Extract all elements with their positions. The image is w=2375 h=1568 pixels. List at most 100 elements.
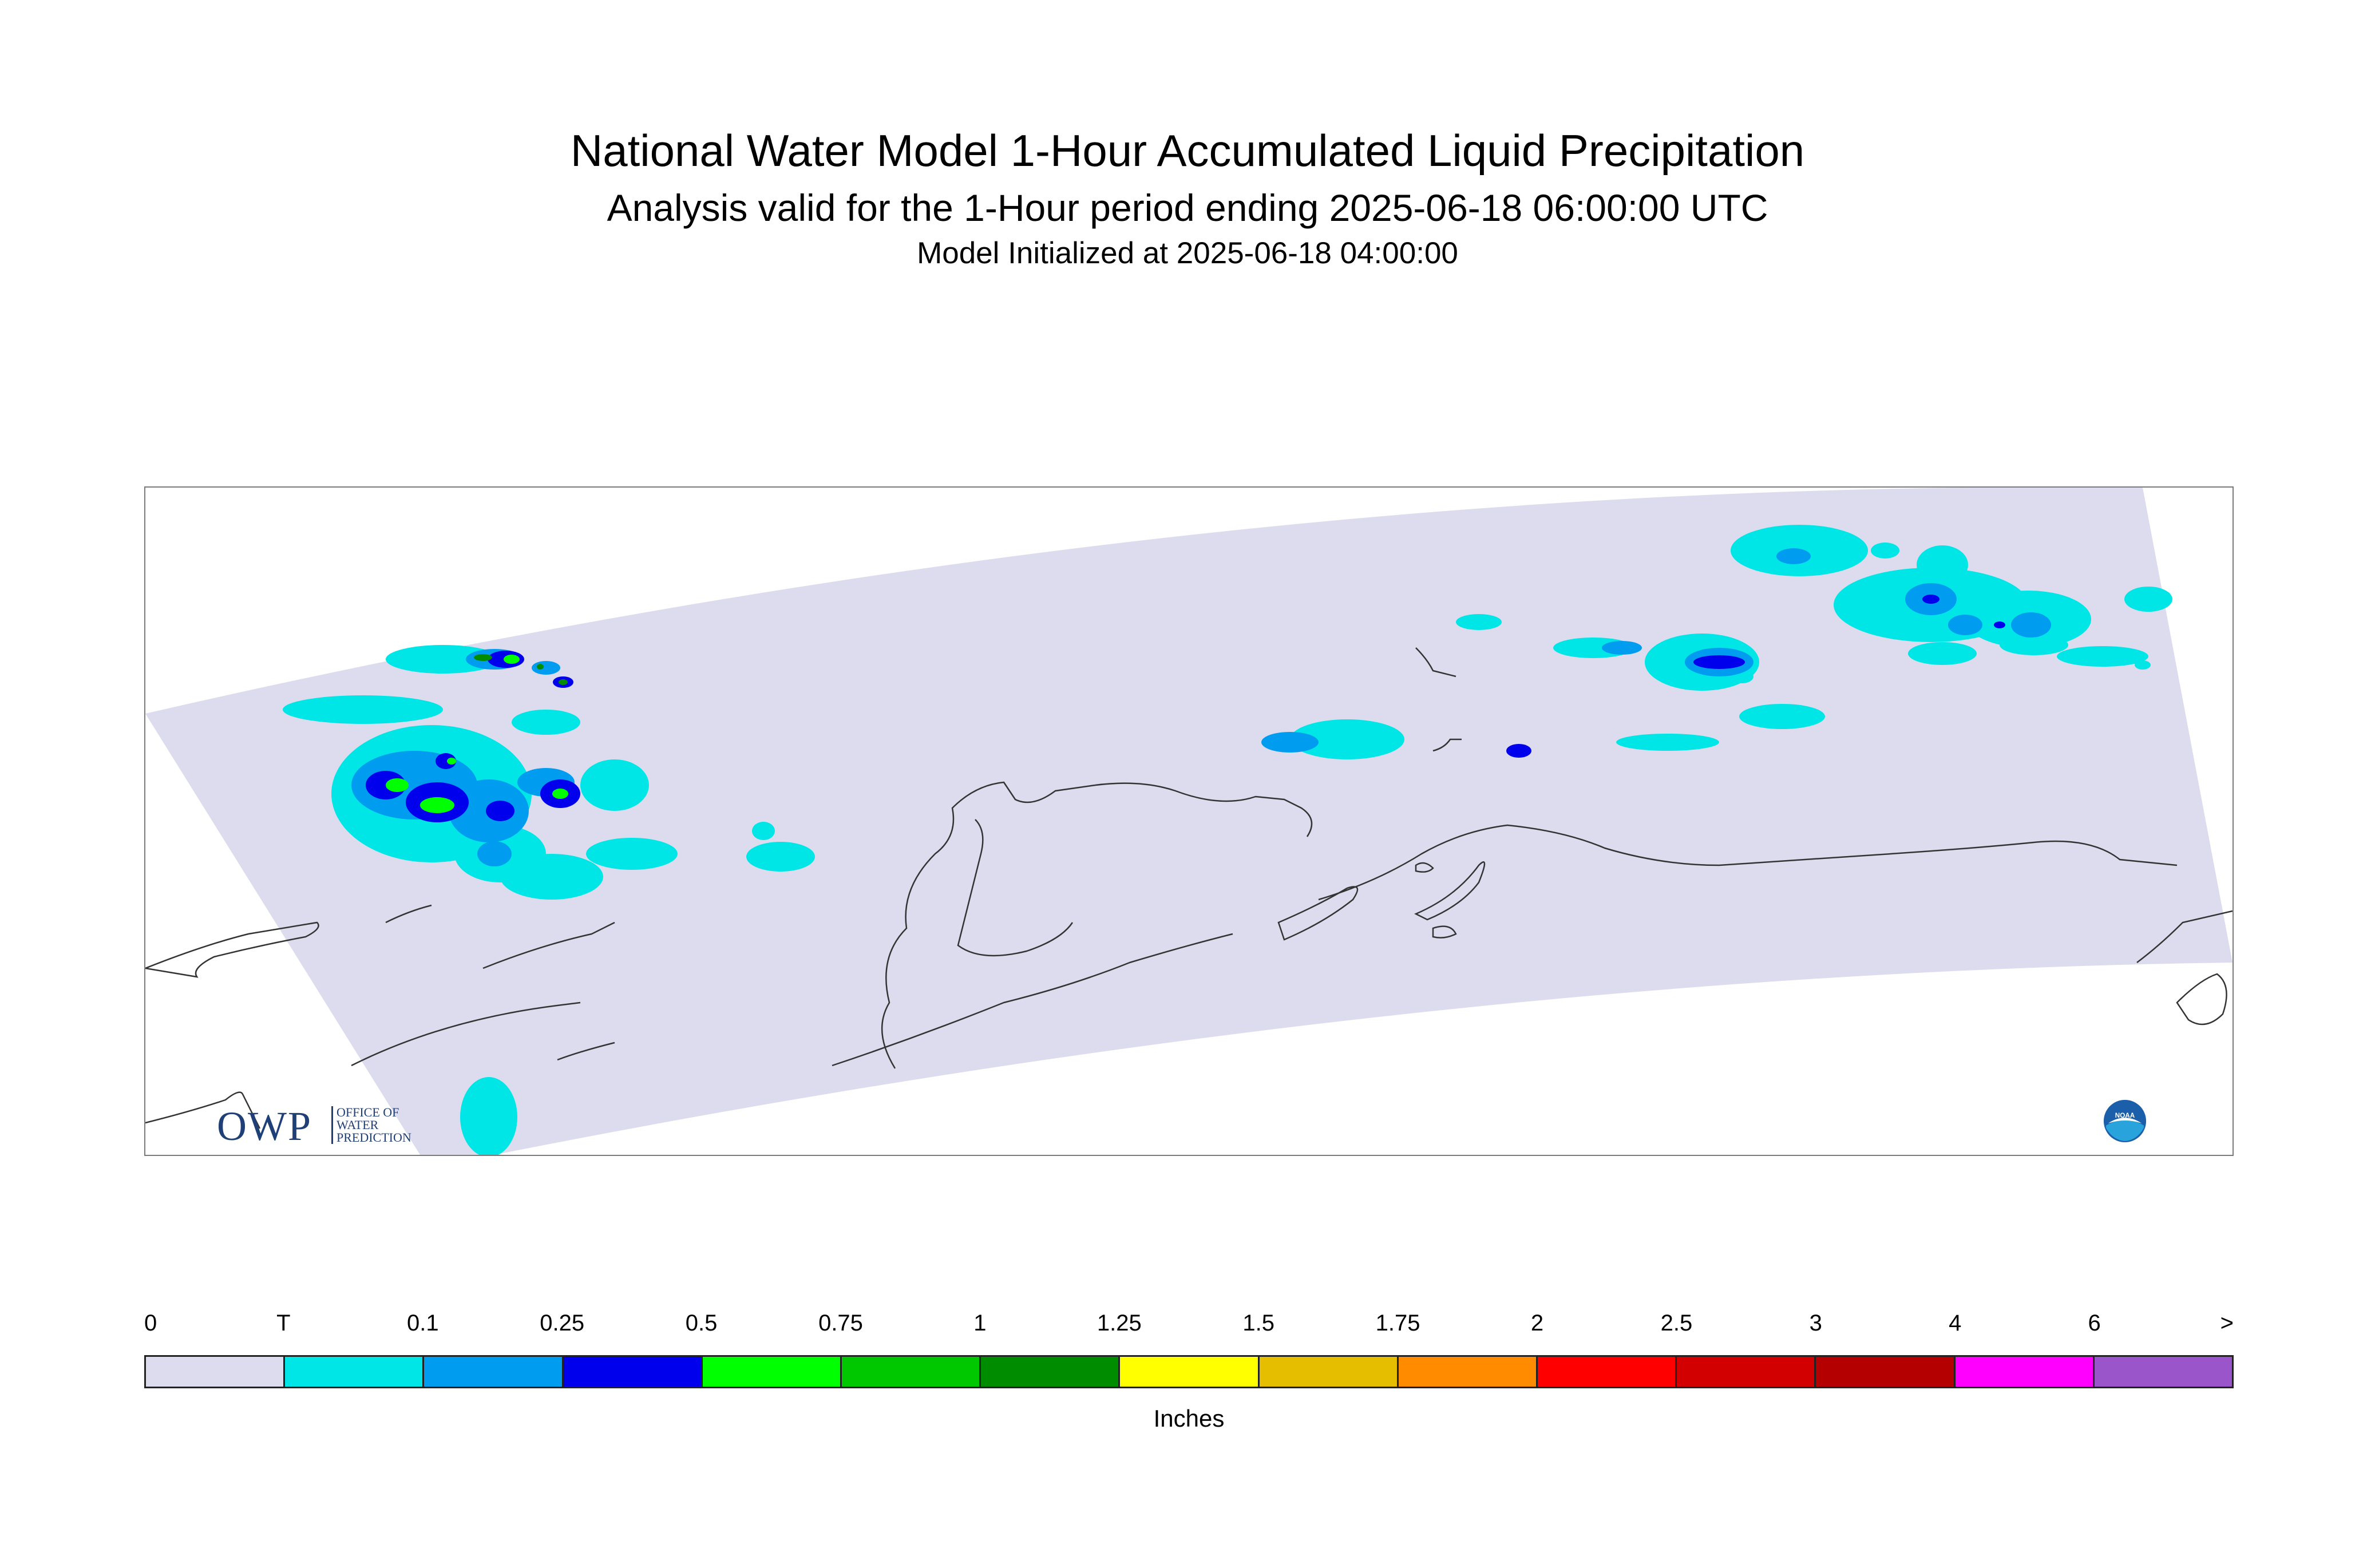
precip-cell [1616,734,1719,751]
model-init-text: Model Initialized at 2025-06-18 04:00:00 [917,236,1458,270]
precip-cell [746,842,815,872]
precip-cell [1261,732,1319,753]
precip-cell [2011,612,2051,638]
legend-tick-label: 4 [1949,1310,1962,1336]
coastline-high-arctic-1 [1415,647,1456,678]
page-title: National Water Model 1-Hour Accumulated … [570,125,1805,176]
owp-logo-letters: OWP [217,1103,312,1149]
legend-unit-label: Inches [1153,1405,1225,1432]
legend-swatch [563,1357,703,1387]
legend-swatch [424,1357,564,1387]
legend-swatch [842,1357,981,1387]
legend-swatch [1398,1357,1538,1387]
coastline-southeast [1414,861,1486,921]
map-panel: OWP OFFICE OF WATER PREDICTION NOAA [144,486,2234,1156]
precip-cell [460,1077,517,1155]
precip-cell [1456,614,1502,630]
legend-labels: 0 T 0.1 0.25 0.5 0.75 1 1.25 1.5 1.75 2 2.5 3 4 6 > [144,1310,2234,1345]
coastline-nw-alaska [881,781,1096,1069]
precip-cell [1776,548,1811,564]
precip-cell [580,759,649,811]
noaa-logo-text: NOAA [2115,1112,2135,1119]
precip-cell [559,679,568,685]
precip-cell [474,654,492,661]
coastline-arctic-island-1 [1415,862,1434,873]
precip-cell [386,778,409,792]
precip-cell [1948,615,1982,635]
legend-tick-label: 0.75 [818,1310,863,1336]
coastlines [145,647,2232,1129]
legend-swatch [981,1357,1121,1387]
precip-cell [2124,587,2172,612]
precip-cell [447,758,456,765]
precip-cell [1506,744,1531,758]
precip-cell [532,661,560,675]
precip-cell [586,838,678,870]
coastline-north-slope [1095,782,1313,837]
coastline-high-arctic-2 [1432,738,1462,752]
coastline-arctic-island-2 [1432,925,1457,939]
precip-green [386,655,568,813]
legend-swatch [1120,1357,1260,1387]
precip-cell [436,753,456,769]
precip-cell [500,854,603,900]
precip-cell [512,710,580,735]
legend-swatch [702,1357,842,1387]
coastline-kotzebue [957,819,1074,957]
legend-tick-label: 0 [144,1310,157,1336]
coastline-alaska-peninsula [832,933,1233,1067]
coastline-gulf [1318,824,2178,901]
legend-swatch [1816,1357,1956,1387]
precip-cell [2057,646,2148,667]
legend-tick-label: T [276,1310,291,1336]
legend-tick-label: 1.25 [1097,1310,1142,1336]
legend-swatch [285,1357,425,1387]
precip-cell [283,695,443,724]
precip-cell [1871,543,1899,559]
precip-cell [504,655,520,664]
legend-swatch [1538,1357,1677,1387]
legend-swatch [146,1357,286,1387]
coastline-bering-north [351,1001,581,1067]
precip-cell [1994,621,2005,628]
legend-tick-label: 1.75 [1375,1310,1420,1336]
coastline-canada [2136,910,2232,963]
legend-swatch [1677,1357,1816,1387]
precip-cell [2135,660,2151,670]
owp-logo: OWP OFFICE OF WATER PREDICTION [217,1103,423,1149]
legend-tick-label: 0.25 [540,1310,585,1336]
precip-cell [486,801,514,821]
coastline-st-lawrence [557,1042,615,1061]
legend-tick-label: 0.1 [406,1310,439,1336]
page-subtitle: Analysis valid for the 1-Hour period end… [607,187,1768,229]
precip-cell [420,797,454,813]
precip-dark-green [474,654,568,685]
precip-cell [1602,641,1642,655]
precipitation-map [145,488,2232,1155]
legend-tick-label: 0.5 [685,1310,718,1336]
coastline-bering-west [145,1091,261,1129]
precip-cell [1917,545,1968,584]
coastline-peninsula-small [2176,973,2227,1025]
legend-swatch [1955,1357,2095,1387]
coastline-stmatthew [482,921,615,969]
legend-tick-label: 1.5 [1242,1310,1274,1336]
legend-swatch [1259,1357,1399,1387]
precip-cell [552,789,568,799]
legend: 0 T 0.1 0.25 0.5 0.75 1 1.25 1.5 1.75 2 2.5 3 4 6 > Inc… [144,1310,2234,1448]
coastline-kodiak [1277,886,1359,941]
legend-tick-label: 6 [2088,1310,2101,1336]
legend-tick-label: 1 [973,1310,987,1336]
precip-cell [1908,642,1977,665]
precip-cell [752,822,775,840]
precip-cell [386,645,500,674]
precip-cell [537,664,544,670]
owp-logo-text: OFFICE OF WATER PREDICTION [331,1106,411,1144]
legend-tick-label: 2.5 [1660,1310,1693,1336]
precip-cell [1290,719,1404,759]
coastline-siberia [145,921,319,978]
precip-cell [1693,655,1745,669]
precip-cell [1922,595,1939,604]
coastline-bering-small [385,904,432,924]
legend-tick-label: 2 [1530,1310,1544,1336]
